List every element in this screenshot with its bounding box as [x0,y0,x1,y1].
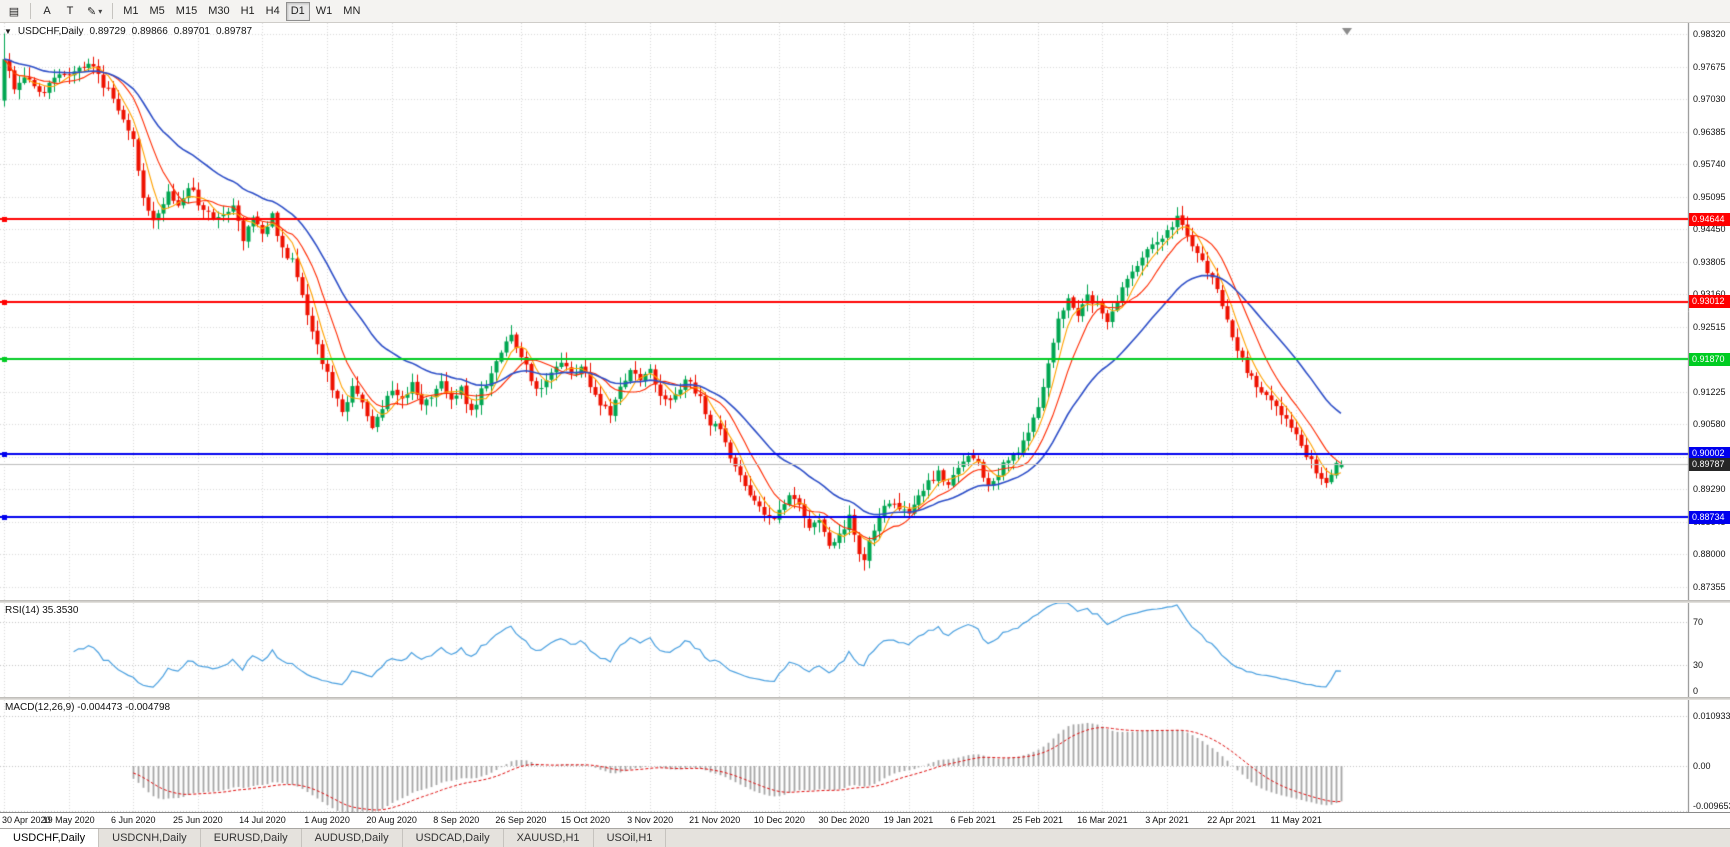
timeframe-button-h4[interactable]: H4 [261,2,285,21]
hline-price-tag: 0.90002 [1689,447,1730,460]
ohlc-low: 0.89701 [173,26,210,37]
price-scale-label: 0.95095 [1693,191,1726,202]
macd-scale-label: -0.009653 [1693,801,1730,811]
timeframe-button-m30[interactable]: M30 [203,2,234,21]
timeframe-toolbar-group: M1 M5 M15 M30 H1 H4 D1 W1 MN [118,1,365,21]
date-label: 8 Sep 2020 [433,815,480,825]
date-label: 22 Apr 2021 [1207,815,1256,825]
timeframe-button-m1[interactable]: M1 [118,2,143,21]
date-label: 30 Dec 2020 [818,815,870,825]
date-label: 6 Jun 2020 [110,815,156,825]
date-label: 25 Feb 2021 [1012,815,1064,825]
rsi-indicator-panel: RSI(14) 35.3530 70 30 0 [0,603,1730,697]
rsi-scale-label: 0 [1693,686,1699,696]
chart-legend: ▼ USDCHF,Daily 0.89729 0.89866 0.89701 0… [4,26,252,37]
date-label: 26 Sep 2020 [495,815,547,825]
ohlc-open: 0.89729 [89,26,126,37]
rsi-scale-label: 30 [1693,659,1704,670]
main-chart-panel: ▼ USDCHF,Daily 0.89729 0.89866 0.89701 0… [0,23,1730,600]
panel-splitter[interactable] [0,697,1730,700]
date-label: 14 Jul 2020 [239,815,286,825]
charts-grid-icon[interactable]: ▤ [3,2,25,21]
date-label: 30 Apr 2020 [2,815,51,825]
date-label: 1 Aug 2020 [304,815,350,825]
toolbar-separator [30,3,31,19]
timeframe-button-m15[interactable]: M15 [171,2,202,21]
toolbar-separator [112,3,114,19]
time-axis[interactable]: 30 Apr 2020 19 May 2020 6 Jun 2020 25 Jun 2… [0,812,1730,828]
chart-tab-bar: USDCHF,Daily USDCNH,Daily EURUSD,Daily AUDU… [0,828,1730,847]
hline-price-tag: 0.88734 [1689,510,1730,524]
macd-canvas[interactable] [0,700,1730,812]
hline-price-tag: 0.93012 [1689,295,1730,309]
price-scale-label: 0.96385 [1693,126,1726,137]
date-label: 3 Nov 2020 [627,815,674,825]
price-scale-label: 0.90580 [1693,419,1726,430]
dropdown-arrow-icon: ▾ [98,6,103,16]
price-scale-label: 0.88000 [1693,549,1726,560]
date-label: 19 May 2020 [42,815,95,825]
one-click-trading-arrow-icon[interactable]: ▼ [4,27,12,36]
tab-usdcnh-daily[interactable]: USDCNH,Daily [99,829,201,847]
rsi-scale-label: 70 [1693,617,1704,628]
price-scale-label: 0.94450 [1693,224,1726,235]
toolbar: ▤ A T ✎ ▾ M1 M5 M15 M30 H1 H4 D1 W1 MN [0,0,1730,23]
price-scale-label: 0.87355 [1693,581,1726,592]
timeframe-button-m5[interactable]: M5 [145,2,170,21]
hline-price-tag: 0.91870 [1689,352,1730,366]
price-scale-label: 0.97030 [1693,94,1726,105]
date-label: 15 Oct 2020 [560,815,611,825]
ohlc-close: 0.89787 [215,26,253,37]
text-tool-icon[interactable]: T [59,2,81,21]
tab-audusd-daily[interactable]: AUDUSD,Daily [302,829,403,847]
rsi-canvas[interactable] [0,603,1730,697]
price-scale-label: 0.89290 [1693,484,1726,495]
panel-splitter[interactable] [0,600,1730,603]
price-scale-label: 0.95740 [1693,159,1726,170]
date-label: 3 Apr 2021 [1145,815,1189,825]
timeframe-button-w1[interactable]: W1 [311,2,338,21]
drawing-toolbar-group: ▤ A T ✎ ▾ [3,2,117,21]
date-label: 19 Jan 2021 [883,815,934,825]
rsi-label: RSI(14) 35.3530 [5,605,79,616]
date-label: 6 Feb 2021 [950,815,996,825]
tab-usdcad-daily[interactable]: USDCAD,Daily [403,829,504,847]
macd-scale-label: 0.00 [1693,761,1711,771]
tab-eurusd-daily[interactable]: EURUSD,Daily [201,829,302,847]
ohlc-high: 0.89866 [131,26,168,37]
price-scale-label: 0.93160 [1693,289,1726,299]
main-chart-canvas[interactable] [0,23,1730,600]
macd-indicator-panel: MACD(12,26,9) -0.004473 -0.004798 0.0109… [0,700,1730,812]
date-label: 21 Nov 2020 [689,815,741,825]
price-scale-label: 0.98320 [1693,29,1726,39]
drawing-pen-icon[interactable]: ✎ ▾ [82,2,107,21]
date-label: 10 Dec 2020 [753,815,805,825]
price-scale-label: 0.97675 [1693,61,1726,72]
chart-symbol-title: USDCHF,Daily [17,26,84,37]
timeframe-button-h1[interactable]: H1 [236,2,260,21]
tab-usdchf-daily[interactable]: USDCHF,Daily [0,829,100,847]
current-price-tag: 0.89787 [1689,457,1730,471]
price-scale-label: 0.91225 [1693,386,1726,397]
price-scale-label: 0.92515 [1693,321,1726,332]
macd-scale-label: 0.010933 [1693,710,1730,721]
date-label: 25 Jun 2020 [173,815,223,825]
tab-xauusd-h1[interactable]: XAUUSD,H1 [504,829,594,847]
timeframe-button-mn[interactable]: MN [338,2,365,21]
macd-label: MACD(12,26,9) -0.004473 -0.004798 [5,702,171,713]
hline-price-tag: 0.94644 [1689,212,1730,226]
annotate-a-button[interactable]: A [36,2,58,21]
date-label: 11 May 2021 [1270,815,1322,825]
timeframe-button-d1[interactable]: D1 [285,1,310,21]
date-label: 16 Mar 2021 [1077,815,1128,825]
price-scale-label: 0.93805 [1693,256,1726,267]
tab-usoil-h1[interactable]: USOil,H1 [594,829,667,847]
date-label: 20 Aug 2020 [366,815,417,825]
